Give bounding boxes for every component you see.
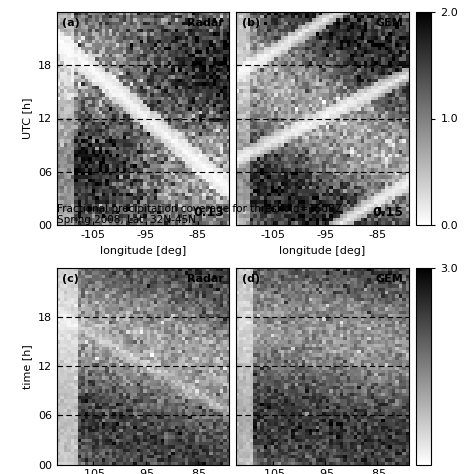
Text: Radar: Radar bbox=[187, 18, 224, 28]
Text: (a): (a) bbox=[62, 18, 80, 28]
Y-axis label: time [h]: time [h] bbox=[22, 344, 32, 389]
X-axis label: longitude [deg]: longitude [deg] bbox=[279, 246, 365, 255]
Text: (b): (b) bbox=[242, 18, 260, 28]
Text: (c): (c) bbox=[62, 273, 79, 284]
X-axis label: longitude [deg]: longitude [deg] bbox=[100, 246, 186, 255]
Text: Radar: Radar bbox=[187, 273, 224, 284]
Text: 0.13: 0.13 bbox=[193, 206, 224, 219]
Y-axis label: UTC [h]: UTC [h] bbox=[22, 98, 32, 139]
Text: (d): (d) bbox=[242, 273, 260, 284]
Text: 0.15: 0.15 bbox=[373, 206, 403, 219]
Text: GEM: GEM bbox=[376, 18, 403, 28]
Text: Fractional precipitation coverage for threshold=15dBZ
Spring 2008, Lat: 32N-45N: Fractional precipitation coverage for th… bbox=[57, 203, 342, 225]
Text: GEM: GEM bbox=[376, 273, 403, 284]
